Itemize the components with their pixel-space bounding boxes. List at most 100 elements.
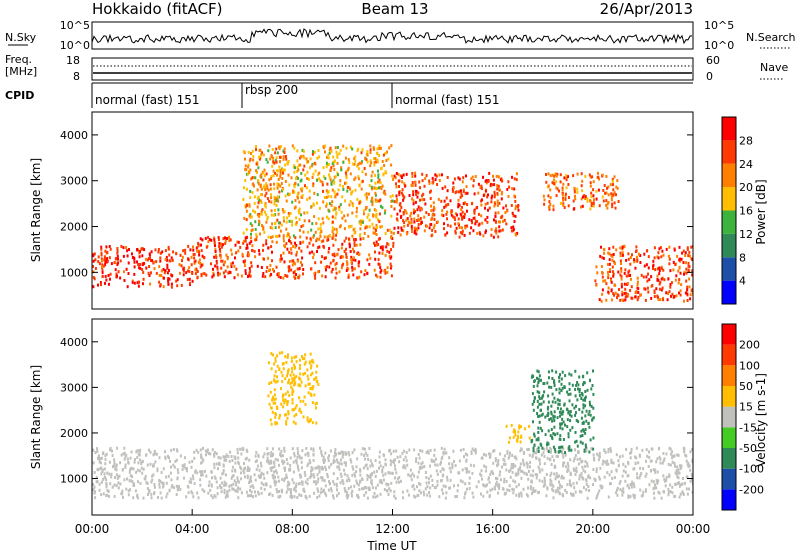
power-cell — [262, 272, 265, 275]
velocity-cell — [142, 467, 145, 471]
velocity-cell — [580, 490, 583, 494]
velocity-cell — [355, 479, 358, 483]
power-cell — [279, 160, 281, 164]
power-cell — [293, 170, 296, 174]
power-cell — [344, 181, 347, 185]
velocity-cell — [278, 463, 280, 467]
power-cell — [269, 263, 272, 267]
power-cell — [270, 272, 273, 276]
velocity-cell — [599, 484, 602, 488]
power-cell — [686, 285, 689, 289]
velocity-cell — [549, 458, 552, 462]
velocity-cell — [302, 372, 305, 376]
power-cell — [249, 222, 252, 226]
power-cell — [548, 200, 551, 204]
velocity-cell — [197, 450, 200, 454]
power-cell — [669, 283, 672, 286]
cpid-segment-1: normal (fast) 151 — [95, 93, 199, 107]
velocity-cell — [321, 478, 324, 482]
power-cell — [515, 204, 517, 208]
velocity-cell — [243, 471, 246, 475]
velocity-cell — [278, 447, 281, 451]
power-cell — [325, 202, 328, 206]
velocity-cell — [182, 465, 185, 469]
power-cell — [192, 248, 195, 252]
power-cell — [420, 221, 423, 224]
velocity-cell — [546, 448, 549, 452]
velocity-cell — [270, 461, 273, 465]
power-cell — [316, 156, 319, 160]
velocity-cell — [218, 462, 221, 466]
velocity-cell — [532, 408, 535, 412]
power-cell — [382, 191, 385, 195]
power-cell — [414, 200, 417, 204]
power-cell — [415, 228, 418, 232]
power-cell — [158, 280, 161, 284]
power-cell — [164, 258, 167, 262]
velocity-cell — [285, 361, 288, 364]
velocity-cell — [316, 364, 319, 368]
velocity-cell — [541, 412, 544, 416]
velocity-cell — [299, 358, 301, 362]
velocity-cell — [567, 393, 570, 396]
power-cell — [106, 250, 109, 254]
power-cell — [302, 268, 305, 271]
power-cell — [390, 264, 393, 268]
power-cell — [502, 206, 505, 210]
power-cell — [380, 269, 383, 273]
velocity-cell — [111, 485, 114, 489]
power-cell — [274, 171, 276, 175]
power-cell — [271, 250, 273, 254]
power-cell — [250, 215, 253, 219]
power-cell — [189, 248, 192, 252]
velocity-cell — [624, 470, 627, 474]
velocity-cell — [193, 482, 196, 485]
power-cell — [431, 228, 434, 232]
power-cell — [141, 268, 144, 271]
velocity-cell — [537, 426, 540, 430]
power-cell — [248, 266, 251, 270]
power-cell — [487, 193, 489, 197]
velocity-cell — [531, 455, 534, 459]
power-cell — [352, 258, 355, 262]
power-cell — [607, 200, 610, 204]
velocity-cell — [284, 355, 287, 359]
power-cell — [685, 267, 688, 271]
power-cell — [338, 205, 341, 209]
velocity-cell — [237, 486, 240, 490]
velocity-cell — [676, 465, 679, 469]
velocity-cell — [124, 463, 127, 467]
velocity-cell — [313, 491, 316, 495]
velocity-cell — [298, 473, 301, 477]
velocity-cell — [451, 464, 454, 468]
power-cell — [286, 216, 289, 220]
velocity-cell — [290, 356, 293, 360]
velocity-cell — [371, 486, 374, 490]
power-cell — [106, 259, 109, 263]
velocity-cell — [565, 491, 568, 494]
power-cell — [484, 202, 487, 206]
power-cell — [482, 194, 485, 197]
power-cell — [652, 265, 654, 269]
power-cell — [326, 155, 328, 159]
velocity-cell — [92, 448, 95, 452]
velocity-cell — [533, 400, 535, 404]
velocity-cell — [121, 468, 124, 472]
velocity-cell — [575, 470, 578, 473]
velocity-cell — [274, 475, 277, 479]
power-cell — [280, 182, 283, 185]
velocity-cell — [568, 399, 571, 403]
velocity-cell — [136, 496, 139, 500]
velocity-cell — [347, 487, 350, 490]
velocity-cell — [436, 463, 439, 467]
velocity-cell — [117, 486, 120, 490]
velocity-cell — [211, 496, 214, 500]
power-cell — [357, 167, 360, 171]
velocity-cell — [483, 464, 486, 468]
power-cell — [421, 172, 424, 176]
power-cell — [94, 258, 97, 262]
power-cell — [253, 184, 255, 188]
power-cell — [386, 228, 389, 232]
power-cell — [424, 202, 427, 206]
velocity-cell — [681, 491, 684, 495]
